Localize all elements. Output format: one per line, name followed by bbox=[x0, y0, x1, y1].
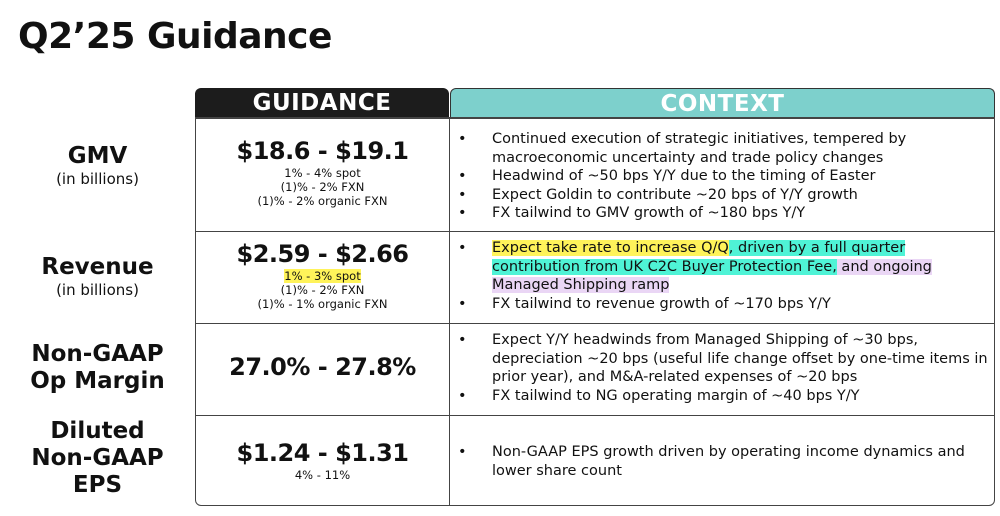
context-item: Headwind of ~50 bps Y/Y due to the timin… bbox=[458, 167, 988, 186]
table-row-gmv: $18.6 - $19.1 1% - 4% spot (1)% - 2% FXN… bbox=[196, 118, 994, 231]
page-title: Q2’25 Guidance bbox=[18, 16, 332, 57]
label-main: Diluted bbox=[50, 418, 145, 444]
table-row-op-margin: 27.0% - 27.8% Expect Y/Y headwinds from … bbox=[196, 323, 994, 415]
guidance-detail: (1)% - 2% FXN bbox=[280, 283, 365, 297]
guidance-detail: 4% - 11% bbox=[294, 468, 351, 482]
context-header: CONTEXT bbox=[450, 88, 995, 118]
guidance-value: $2.59 - $2.66 bbox=[236, 240, 410, 268]
guidance-detail: (1)% - 1% organic FXN bbox=[257, 297, 388, 311]
revenue-label: Revenue (in billions) bbox=[0, 254, 195, 300]
guidance-table: $18.6 - $19.1 1% - 4% spot (1)% - 2% FXN… bbox=[195, 117, 995, 506]
guidance-detail: (1)% - 2% FXN bbox=[280, 180, 365, 194]
eps-label: Diluted Non-GAAP EPS bbox=[0, 418, 195, 499]
label-main: Non-GAAP bbox=[31, 341, 164, 367]
label-main: GMV bbox=[67, 143, 128, 169]
guidance-cell: $2.59 - $2.66 1% - 3% spot (1)% - 2% FXN… bbox=[196, 239, 449, 311]
guidance-detail: (1)% - 2% organic FXN bbox=[257, 194, 388, 208]
guidance-header: GUIDANCE bbox=[195, 88, 449, 118]
highlight-yellow: Expect take rate to increase Q/Q bbox=[492, 240, 729, 256]
guidance-cell: $1.24 - $1.31 4% - 11% bbox=[196, 438, 449, 482]
label-main: EPS bbox=[72, 472, 123, 498]
context-item: Expect take rate to increase Q/Q, driven… bbox=[458, 239, 988, 295]
label-main: Op Margin bbox=[30, 368, 165, 394]
context-item: Expect Y/Y headwinds from Managed Shippi… bbox=[458, 331, 988, 387]
context-list: Expect take rate to increase Q/Q, driven… bbox=[458, 239, 988, 313]
guidance-detail: 1% - 3% spot bbox=[284, 269, 361, 283]
context-list: Expect Y/Y headwinds from Managed Shippi… bbox=[458, 331, 988, 405]
label-main: Non-GAAP bbox=[31, 445, 164, 471]
context-list: Continued execution of strategic initiat… bbox=[458, 130, 988, 223]
guidance-value: $1.24 - $1.31 bbox=[236, 439, 410, 467]
table-row-revenue: $2.59 - $2.66 1% - 3% spot (1)% - 2% FXN… bbox=[196, 231, 994, 323]
context-item: FX tailwind to GMV growth of ~180 bps Y/… bbox=[458, 204, 988, 223]
gmv-label: GMV (in billions) bbox=[0, 143, 195, 189]
guidance-value: $18.6 - $19.1 bbox=[236, 137, 410, 165]
context-item: Expect Goldin to contribute ~20 bps of Y… bbox=[458, 186, 988, 205]
guidance-detail: 1% - 4% spot bbox=[284, 166, 361, 180]
guidance-value: 27.0% - 27.8% bbox=[229, 353, 416, 381]
context-item: Non-GAAP EPS growth driven by operating … bbox=[458, 443, 988, 480]
context-list: Non-GAAP EPS growth driven by operating … bbox=[458, 443, 988, 480]
label-sub: (in billions) bbox=[56, 281, 139, 299]
guidance-cell: 27.0% - 27.8% bbox=[196, 352, 449, 382]
guidance-cell: $18.6 - $19.1 1% - 4% spot (1)% - 2% FXN… bbox=[196, 136, 449, 208]
label-sub: (in billions) bbox=[56, 170, 139, 188]
context-item: Continued execution of strategic initiat… bbox=[458, 130, 988, 167]
context-item: FX tailwind to NG operating margin of ~4… bbox=[458, 387, 988, 406]
table-row-eps: $1.24 - $1.31 4% - 11% Non-GAAP EPS grow… bbox=[196, 415, 994, 506]
column-divider bbox=[449, 118, 450, 505]
op-margin-label: Non-GAAP Op Margin bbox=[0, 341, 195, 395]
context-item: FX tailwind to revenue growth of ~170 bp… bbox=[458, 295, 988, 314]
label-main: Revenue bbox=[41, 254, 154, 280]
